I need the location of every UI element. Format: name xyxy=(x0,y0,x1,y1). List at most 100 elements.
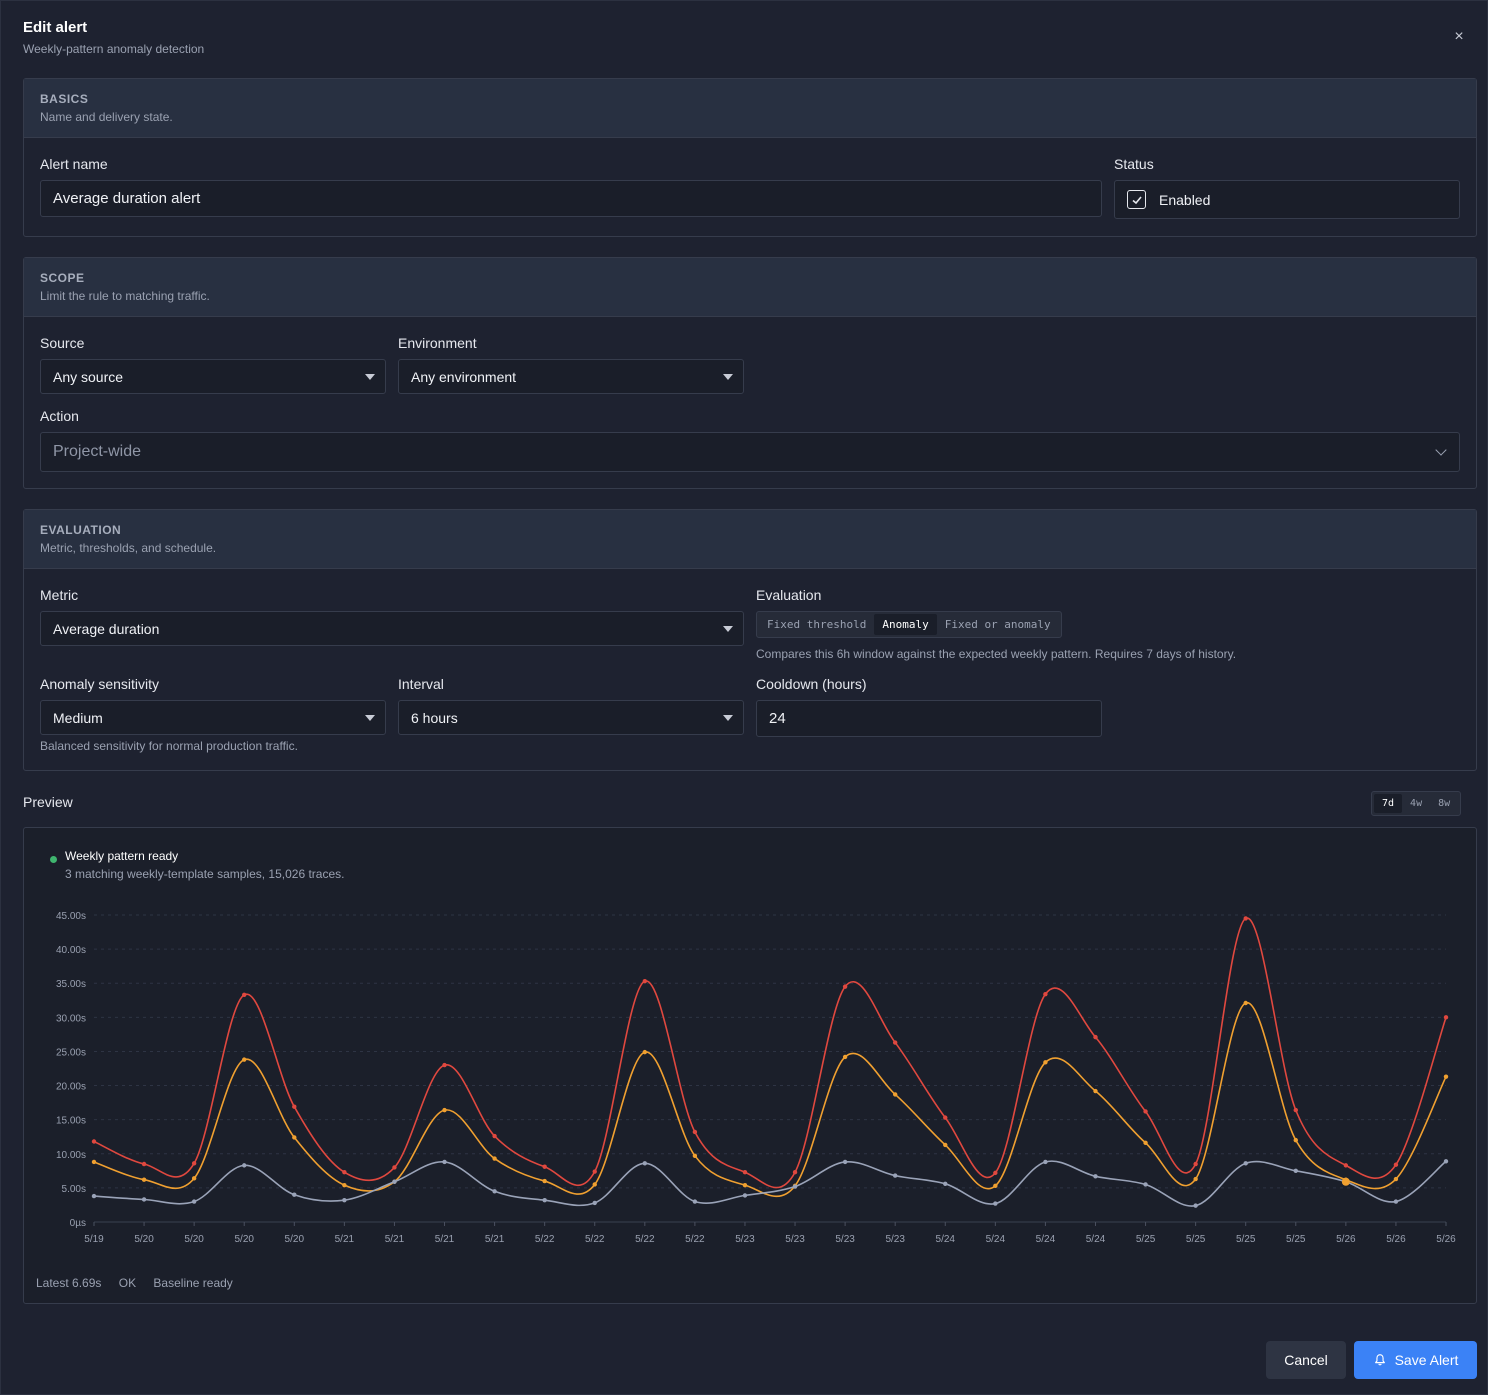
series-point-0 xyxy=(1193,1161,1198,1167)
series-point-0 xyxy=(492,1133,497,1139)
scope-description: Limit the rule to matching traffic. xyxy=(40,289,210,303)
x-tick-label: 5/21 xyxy=(435,1234,455,1245)
stat-baseline: Baseline ready xyxy=(153,1276,233,1290)
interval-value: 6 hours xyxy=(411,709,458,726)
mode-anomaly[interactable]: Anomaly xyxy=(874,614,937,635)
series-point-0 xyxy=(392,1165,397,1170)
scope-section: SCOPE Limit the rule to matching traffic… xyxy=(23,257,1477,489)
sensitivity-value: Medium xyxy=(53,709,103,726)
sensitivity-help: Balanced sensitivity for normal producti… xyxy=(40,739,298,753)
scope-header: SCOPE Limit the rule to matching traffic… xyxy=(24,258,1476,317)
x-tick-label: 5/22 xyxy=(685,1234,705,1245)
action-select[interactable]: Project-wide xyxy=(40,432,1460,472)
basics-section: BASICS Name and delivery state. Alert na… xyxy=(23,78,1477,237)
pattern-status-title: Weekly pattern ready xyxy=(65,849,179,863)
series-point-0 xyxy=(1393,1162,1399,1167)
series-point-0 xyxy=(592,1169,597,1174)
y-tick-label: 5.00s xyxy=(62,1184,86,1195)
status-value: Enabled xyxy=(1159,191,1211,208)
series-point-2 xyxy=(842,1159,848,1165)
series-point-0 xyxy=(1043,991,1048,997)
save-alert-button[interactable]: Save Alert xyxy=(1354,1341,1477,1379)
evaluation-section: EVALUATION Metric, thresholds, and sched… xyxy=(23,509,1477,771)
series-point-1 xyxy=(91,1159,97,1165)
series-point-2 xyxy=(792,1184,798,1189)
series-point-2 xyxy=(1243,1161,1248,1166)
series-point-1 xyxy=(342,1182,347,1188)
range-7d[interactable]: 7d xyxy=(1374,794,1403,813)
y-tick-label: 20.00s xyxy=(56,1082,86,1093)
status-dot-icon xyxy=(50,856,57,863)
x-tick-label: 5/24 xyxy=(1086,1234,1106,1245)
range-toggle: 7d 4w 8w xyxy=(1371,791,1462,816)
series-line-0 xyxy=(93,917,1447,1189)
x-tick-label: 5/24 xyxy=(986,1234,1006,1245)
series-point-1 xyxy=(1143,1140,1148,1146)
series-point-2 xyxy=(943,1181,948,1186)
series-point-1 xyxy=(292,1135,297,1140)
range-8w[interactable]: 8w xyxy=(1438,798,1451,809)
series-point-2 xyxy=(292,1192,297,1197)
series-point-1 xyxy=(842,1054,848,1060)
x-tick-label: 5/26 xyxy=(1336,1234,1356,1245)
mode-fixed-or-anomaly[interactable]: Fixed or anomaly xyxy=(944,618,1051,631)
series-point-1 xyxy=(592,1182,597,1187)
series-point-1 xyxy=(1443,1074,1449,1079)
y-tick-label: 0µs xyxy=(70,1218,86,1229)
series-point-2 xyxy=(592,1200,597,1206)
range-4w[interactable]: 4w xyxy=(1410,798,1423,809)
environment-value: Any environment xyxy=(411,368,517,385)
series-line-1 xyxy=(93,1002,1447,1198)
dialog-header: Edit alert Weekly-pattern anomaly detect… xyxy=(23,19,204,56)
series-point-1 xyxy=(692,1153,698,1159)
check-icon xyxy=(1131,195,1142,204)
series-point-2 xyxy=(642,1161,648,1166)
series-point-1 xyxy=(642,1049,648,1055)
x-tick-label: 5/22 xyxy=(585,1234,605,1245)
series-point-1 xyxy=(141,1177,147,1182)
source-select[interactable]: Any source xyxy=(40,359,386,394)
evaluation-mode-toggle: Fixed threshold Anomaly Fixed or anomaly xyxy=(756,611,1062,638)
metric-label: Metric xyxy=(40,587,79,603)
action-placeholder: Project-wide xyxy=(53,443,142,460)
caret-down-icon xyxy=(365,714,375,721)
x-tick-label: 5/25 xyxy=(1136,1234,1156,1245)
series-point-0 xyxy=(1243,916,1248,921)
environment-select[interactable]: Any environment xyxy=(398,359,744,394)
cancel-button[interactable]: Cancel xyxy=(1266,1341,1346,1379)
cooldown-input[interactable]: 24 xyxy=(756,700,1102,737)
series-point-1 xyxy=(1093,1088,1098,1094)
series-point-1 xyxy=(993,1183,998,1189)
enabled-checkbox[interactable] xyxy=(1127,190,1146,209)
series-point-2 xyxy=(191,1199,197,1204)
highlight-point xyxy=(1341,1177,1350,1186)
x-tick-label: 5/23 xyxy=(885,1234,905,1245)
y-tick-label: 25.00s xyxy=(56,1047,86,1058)
series-point-0 xyxy=(892,1040,898,1045)
dialog-title: Edit alert xyxy=(23,19,88,36)
y-tick-label: 40.00s xyxy=(56,945,86,956)
interval-select[interactable]: 6 hours xyxy=(398,700,744,735)
series-point-1 xyxy=(542,1178,547,1184)
series-point-2 xyxy=(91,1193,97,1199)
series-point-0 xyxy=(1143,1109,1148,1114)
evaluation-header: EVALUATION Metric, thresholds, and sched… xyxy=(24,510,1476,569)
series-point-1 xyxy=(1393,1176,1399,1182)
series-point-1 xyxy=(191,1176,197,1181)
series-point-2 xyxy=(692,1199,698,1204)
series-point-0 xyxy=(1343,1163,1349,1168)
alert-name-input[interactable]: Average duration alert xyxy=(40,180,1102,217)
x-tick-label: 5/20 xyxy=(134,1234,154,1245)
y-tick-label: 10.00s xyxy=(56,1150,86,1161)
status-toggle[interactable]: Enabled xyxy=(1114,180,1460,219)
series-point-1 xyxy=(943,1142,948,1148)
mode-fixed-threshold[interactable]: Fixed threshold xyxy=(767,618,867,631)
sensitivity-select[interactable]: Medium xyxy=(40,700,386,735)
close-icon[interactable]: × xyxy=(1454,28,1464,45)
metric-select[interactable]: Average duration xyxy=(40,611,744,646)
series-point-0 xyxy=(442,1062,447,1068)
series-point-2 xyxy=(242,1163,247,1168)
evaluation-label: Evaluation xyxy=(756,587,822,603)
x-tick-label: 5/22 xyxy=(635,1234,655,1245)
